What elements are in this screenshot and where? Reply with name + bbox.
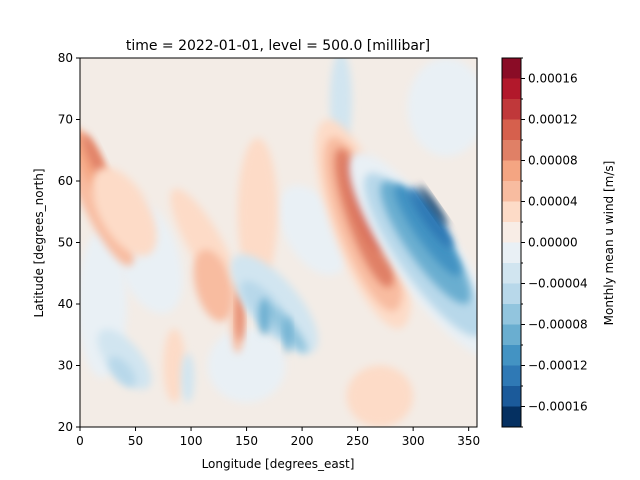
colorbar-band [502, 119, 521, 140]
y-tick-label: 70 [58, 113, 73, 127]
colorbar-band [502, 160, 521, 181]
colorbar-bands [502, 58, 521, 427]
colorbar-band [502, 406, 521, 427]
colorbar-tick-label: 0.00004 [528, 195, 578, 209]
field-blob [163, 328, 186, 403]
x-tick-label: 250 [346, 434, 369, 448]
y-axis-label: Latitude [degrees_north] [32, 168, 46, 317]
colorbar-label: Monthly mean u wind [m/s] [602, 161, 616, 326]
field-blob [346, 365, 414, 427]
field-blob [108, 356, 136, 387]
colorbar-tick-label: 0.00012 [528, 113, 578, 127]
x-tick-label: 300 [402, 434, 425, 448]
field-blob [284, 316, 291, 354]
colorbar-band [502, 386, 521, 407]
colorbar-band [502, 324, 521, 345]
colorbar-band [502, 201, 521, 222]
colorbar-band [502, 58, 521, 79]
x-tick-label: 100 [180, 434, 203, 448]
field-blob [407, 58, 477, 157]
colorbar-band [502, 345, 521, 366]
x-tick-label: 0 [76, 434, 84, 448]
x-axis-label: Longitude [degrees_east] [202, 457, 355, 471]
field-blob [236, 291, 244, 341]
y-tick-label: 20 [58, 420, 73, 434]
y-tick-label: 60 [58, 174, 73, 188]
field-blob [91, 167, 157, 257]
colorbar-band [502, 99, 521, 120]
x-tick-label: 50 [128, 434, 143, 448]
plot-area: 0 50 100 150 200 250 300 350 20 30 40 50 60 70 80 [58, 51, 480, 448]
colorbar-tick-label: 0.00000 [528, 236, 578, 250]
y-axis-ticks: 20 30 40 50 60 70 80 [58, 51, 80, 434]
field-blob [97, 329, 152, 390]
colorbar-band [502, 263, 521, 284]
colorbar-tick-label: 0.00016 [528, 72, 578, 86]
y-tick-label: 30 [58, 359, 73, 373]
colorbar-tick-label: −0.00008 [528, 318, 588, 332]
colorbar: −0.00016 −0.00012 −0.00008 −0.00004 0.00000 0… [501, 57, 588, 428]
colorbar-band [502, 140, 521, 161]
colorbar-ticks: −0.00016 −0.00012 −0.00008 −0.00004 0.00000 0… [521, 57, 588, 428]
colorbar-tick-label: 0.00008 [528, 154, 578, 168]
x-tick-label: 350 [457, 434, 480, 448]
x-tick-label: 150 [235, 434, 258, 448]
colorbar-tick-label: −0.00012 [528, 359, 588, 373]
y-tick-label: 50 [58, 236, 73, 250]
colorbar-band [502, 242, 521, 263]
colorbar-tick-label: −0.00016 [528, 400, 588, 414]
colorbar-band [502, 304, 521, 325]
field-blob [181, 353, 195, 403]
field-blob [418, 185, 448, 226]
colorbar-band [502, 222, 521, 243]
field-blob [258, 297, 270, 335]
y-tick-label: 80 [58, 51, 73, 65]
colorbar-band [502, 283, 521, 304]
x-axis-ticks: 0 50 100 150 200 250 300 350 [76, 427, 480, 448]
colorbar-band [502, 365, 521, 386]
anomaly-field [80, 58, 477, 427]
field-blob [207, 328, 286, 403]
field-blob [394, 184, 461, 277]
chart-title: time = 2022-01-01, level = 500.0 [millib… [126, 38, 430, 54]
colorbar-band [502, 181, 521, 202]
field-blob [408, 187, 454, 249]
y-tick-label: 40 [58, 297, 73, 311]
field-blob [237, 137, 278, 286]
x-tick-label: 200 [291, 434, 314, 448]
colorbar-tick-label: −0.00004 [528, 277, 588, 291]
field-blob [82, 133, 106, 179]
field-blob [193, 249, 233, 322]
colorbar-band [502, 78, 521, 99]
